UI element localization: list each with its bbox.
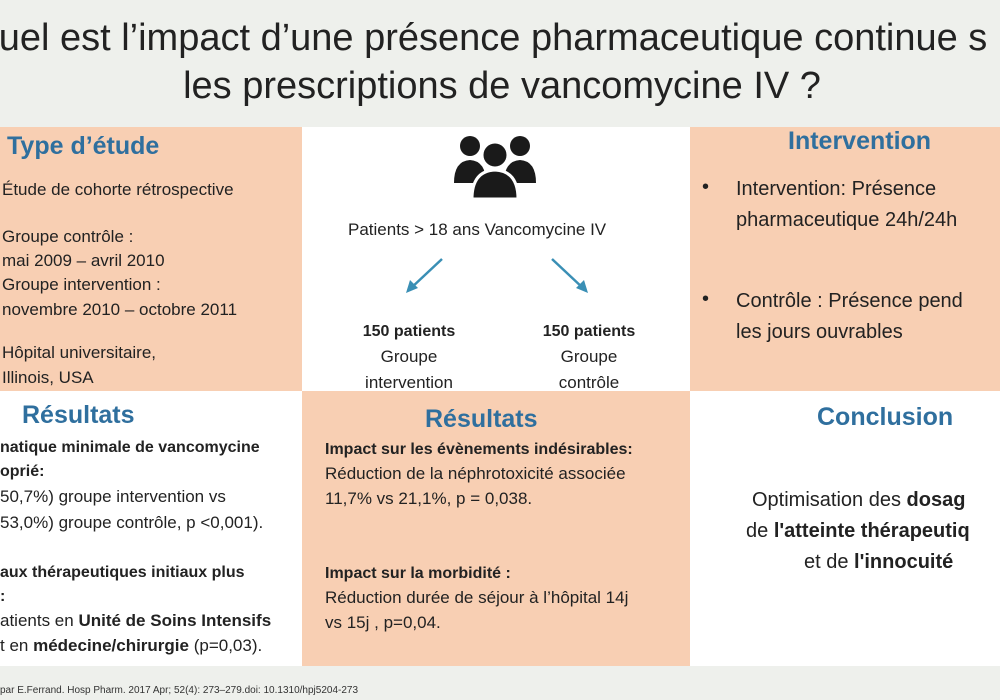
results-left-p1-line-1: natique minimale de vancomycine <box>0 439 260 456</box>
results-left-p2-line-1: aux thérapeutiques initiaux plus <box>0 564 245 581</box>
right-group-line-2: contrôle <box>558 373 620 391</box>
results-left-p2-line-3: atients en Unité de Soins Intensifs <box>0 611 272 630</box>
bullet-icon: • <box>702 176 710 198</box>
control-dates: mai 2009 – avril 2010 <box>2 251 165 270</box>
conclusion-line-1: Optimisation des dosag <box>752 489 966 511</box>
title-line-2: les prescriptions de vancomycine IV ? <box>183 65 821 107</box>
right-group-count: 150 patients <box>542 323 636 340</box>
left-group-line-2: intervention <box>365 373 453 391</box>
cohort-text: Étude de cohorte rétrospective <box>2 180 234 199</box>
intervention-item-2-line-1: Contrôle : Présence pend <box>736 290 963 312</box>
results-mid-s2-line-2: vs 15j , p=0,04. <box>325 613 441 632</box>
conclusion-panel: Conclusion Optimisation des dosag de l'a… <box>690 391 1000 666</box>
results-left-p1-line-2: oprié: <box>0 463 45 480</box>
left-group-count: 150 patients <box>362 323 456 340</box>
intervention-item-1-line-2: pharmaceutique 24h/24h <box>736 209 958 231</box>
right-group-line-1: Groupe <box>560 347 618 366</box>
site-line-1: Hôpital universitaire, <box>2 343 157 362</box>
conclusion-line-2: de l'atteinte thérapeutiq <box>746 520 970 542</box>
patients-text: Patients > 18 ans Vancomycine IV <box>348 220 607 239</box>
intervention-item-1-line-1: Intervention: Présence <box>736 178 937 200</box>
results-mid-heading: Résultats <box>425 405 538 433</box>
title-line-1: uel est l’impact d’une présence pharmace… <box>0 17 988 59</box>
conclusion-line-3: et de l'innocuité <box>804 551 954 573</box>
results-mid-s1-line-1: Réduction de la néphrotoxicité associée <box>325 464 626 483</box>
intervention-label: Groupe intervention : <box>2 275 161 294</box>
results-mid-s1-title: Impact sur les évènements indésirables: <box>325 441 633 458</box>
intervention-panel: Intervention • Intervention: Présence ph… <box>690 127 1000 391</box>
study-type-panel: Type d’étude Étude de cohorte rétrospect… <box>0 127 302 391</box>
bullet-icon: • <box>702 288 710 310</box>
conclusion-heading: Conclusion <box>817 403 954 431</box>
results-left-p1-line-4: 53,0%) groupe contrôle, p <0,001). <box>0 513 264 532</box>
results-left-panel: Résultats natique minimale de vancomycin… <box>0 391 302 666</box>
population-panel: Patients > 18 ans Vancomycine IV 150 pat… <box>302 127 690 391</box>
citation-footer: par E.Ferrand. Hosp Pharm. 2017 Apr; 52(… <box>0 685 359 696</box>
results-mid-s2-title: Impact sur la morbidité : <box>325 565 511 582</box>
study-type-heading: Type d’étude <box>7 132 160 160</box>
slide-title: uel est l’impact d’une présence pharmace… <box>0 14 1000 110</box>
results-left-p2-line-4: t en médecine/chirurgie (p=0,03). <box>0 636 263 655</box>
left-group-line-1: Groupe <box>380 347 438 366</box>
site-line-2: Illinois, USA <box>2 368 94 387</box>
results-mid-s2-line-1: Réduction durée de séjour à l’hôpital 14… <box>325 588 629 607</box>
intervention-item-2-line-2: les jours ouvrables <box>736 321 903 343</box>
results-mid-panel: Résultats Impact sur les évènements indé… <box>302 391 690 666</box>
control-label: Groupe contrôle : <box>2 227 134 246</box>
intervention-heading: Intervention <box>788 127 932 155</box>
results-left-heading: Résultats <box>22 401 135 429</box>
intervention-dates: novembre 2010 – octobre 2011 <box>2 300 238 319</box>
arrow-down-left-icon <box>402 255 446 295</box>
arrow-down-right-icon <box>548 255 592 295</box>
results-left-p2-line-2: : <box>0 588 6 605</box>
results-mid-s1-line-2: 11,7% vs 21,1%, p = 0,038. <box>325 489 533 508</box>
results-left-p1-line-3: 50,7%) groupe intervention vs <box>0 487 226 506</box>
users-group-icon <box>450 127 540 203</box>
